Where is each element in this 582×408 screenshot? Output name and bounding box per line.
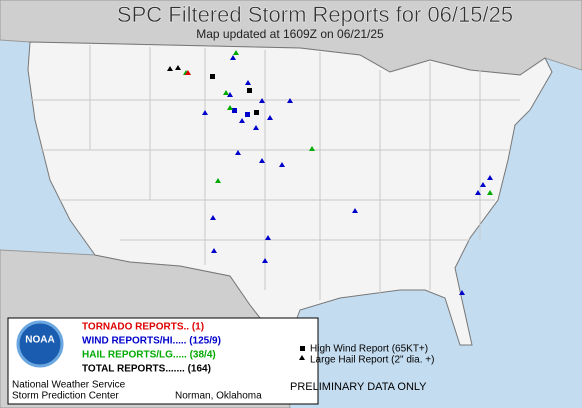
- state-lines: [30, 45, 520, 300]
- logo-text: NOAA: [25, 335, 54, 346]
- hail-count: HAIL REPORTS/LG..... (38/4): [82, 350, 216, 361]
- high-wind-key: High Wind Report (65KT+): [310, 344, 428, 355]
- location: Norman, Oklahoma: [175, 391, 262, 402]
- large-hail-key: Large Hail Report (2" dia. +): [310, 355, 434, 366]
- total-count: TOTAL REPORTS....... (164): [82, 364, 211, 375]
- agency: National Weather Service: [12, 380, 126, 391]
- center: Storm Prediction Center: [12, 391, 119, 402]
- large-hail-symbol: [299, 355, 305, 360]
- subtitle: Map updated at 1609Z on 06/21/25: [196, 27, 384, 41]
- united-states: [27, 41, 553, 352]
- report-markers: [167, 50, 493, 330]
- notice: PRELIMINARY DATA ONLY: [290, 381, 427, 393]
- high-wind-symbol: [300, 346, 305, 351]
- tornado-count: TORNADO REPORTS.. (1): [82, 322, 204, 333]
- wind-count: WIND REPORTS/HI..... (125/9): [82, 336, 221, 347]
- noaa-logo: [16, 320, 64, 368]
- title: SPC Filtered Storm Reports for 06/15/25: [117, 2, 513, 27]
